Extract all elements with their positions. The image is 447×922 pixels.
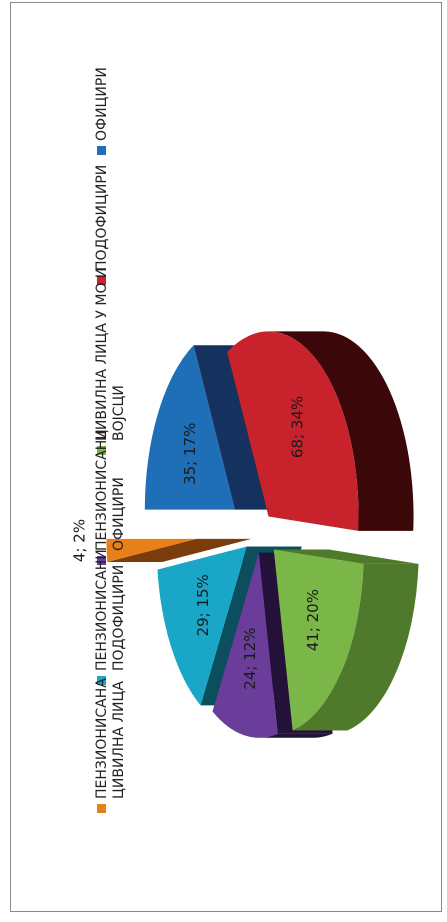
- legend-label-4: ПЕНЗИОНИСАНИ: [94, 549, 110, 671]
- legend-item-5: ПЕНЗИОНИСАНА ЦИВИЛНА ЛИЦА: [94, 678, 127, 813]
- legend-label-0: ОФИЦИРИ: [94, 67, 110, 141]
- pie-slice-5: [106, 538, 252, 563]
- pie-chart: 35; 17% 68; 34% 41; 20% 24; 12% 29; 15% 4; 2%…: [71, 67, 419, 813]
- legend-label-2: ЦИВИЛНА ЛИЦА У МО И: [94, 268, 110, 441]
- legend-label-3: ОФИЦИРИ: [111, 477, 127, 551]
- pie-slice-top-0: [144, 345, 235, 510]
- legend-swatch-0: [97, 146, 106, 155]
- data-label-4: 29; 15%: [194, 574, 212, 636]
- legend-item-2: ЦИВИЛНА ЛИЦА У МО И ВОЈСЦИ: [94, 268, 127, 455]
- legend-swatch-1: [97, 276, 106, 285]
- legend-item-4: ПЕНЗИОНИСАНИ ПОДОФИЦИРИ: [94, 549, 127, 685]
- pie-slice-top-2: [273, 549, 364, 731]
- legend-label-5: ПЕНЗИОНИСАНА: [94, 678, 110, 799]
- chart-frame: 35; 17% 68; 34% 41; 20% 24; 12% 29; 15% 4; 2%…: [10, 2, 442, 912]
- legend-swatch-5: [97, 804, 106, 813]
- pie-slice-top-1: [227, 331, 359, 531]
- legend-item-0: ОФИЦИРИ: [94, 67, 110, 155]
- legend-swatch-2: [97, 446, 106, 455]
- legend-label-5: ЦИВИЛНА ЛИЦА: [111, 681, 127, 799]
- data-label-2: 41; 20%: [304, 589, 322, 651]
- chart-rotated-group: 35; 17% 68; 34% 41; 20% 24; 12% 29; 15% 4; 2%…: [71, 67, 419, 813]
- data-label-0: 35; 17%: [181, 423, 199, 485]
- pie-slice-side-1: [268, 331, 414, 531]
- legend-swatch-3: [97, 556, 106, 565]
- data-label-5: 4; 2%: [71, 519, 89, 562]
- pie-slice-1: [227, 331, 414, 531]
- legend-item-3: ПЕНЗИОНИСАНИ ОФИЦИРИ: [94, 429, 127, 565]
- legend-label-2: ВОЈСЦИ: [111, 385, 127, 441]
- data-label-1: 68; 34%: [288, 396, 306, 458]
- legend-label-4: ПОДОФИЦИРИ: [111, 565, 127, 671]
- legend-label-1: ПОДОФИЦИРИ: [94, 165, 110, 271]
- pie-slice-top-5: [106, 538, 197, 563]
- pie-slice-top-3: [212, 552, 278, 738]
- pie-slice-top-4: [157, 546, 247, 706]
- legend-swatch-4: [97, 676, 106, 685]
- pie-slice-wall-5: [107, 538, 252, 563]
- legend-label-3: ПЕНЗИОНИСАНИ: [94, 429, 110, 551]
- data-label-3: 24; 12%: [241, 627, 259, 689]
- legend-item-1: ПОДОФИЦИРИ: [94, 165, 110, 285]
- pie-slice-side-2: [292, 563, 419, 731]
- pie-slice-2: [273, 549, 419, 731]
- pie-slice-side-3: [258, 733, 333, 738]
